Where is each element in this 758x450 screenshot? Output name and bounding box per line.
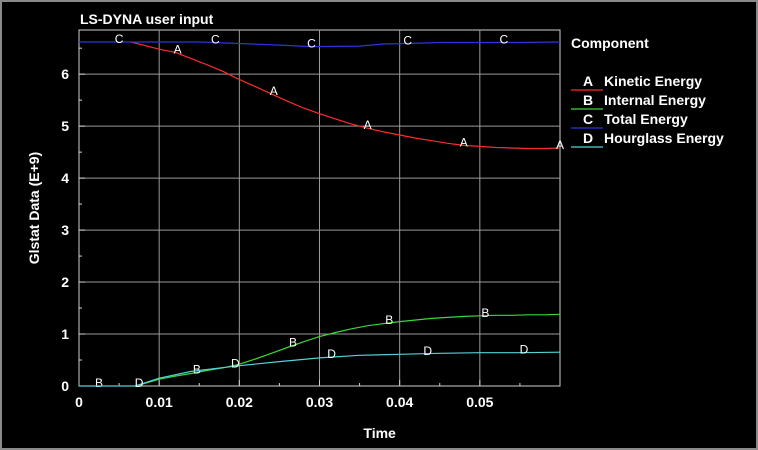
grid-lines (79, 30, 560, 386)
series-marker-label: A (556, 138, 564, 152)
legend-marker: B (583, 92, 593, 108)
series-marker-label: B (385, 313, 393, 327)
series-layer: A A A A A B B B B B C C C C C D D D D D (79, 32, 564, 390)
legend-entry: Kinetic Energy (604, 73, 702, 89)
series-line-c (79, 41, 561, 48)
x-axis-label: Time (363, 425, 396, 441)
y-tick-label: 5 (61, 118, 69, 134)
x-tick-label: 0.03 (306, 394, 333, 410)
series-marker-label: A (174, 42, 182, 56)
axis-ticks: 0 0.01 0.02 0.03 0.04 0.05 0 1 2 3 4 5 6 (61, 47, 521, 410)
y-tick-label: 1 (61, 326, 69, 342)
y-axis-label: Glstat Data (E+9) (26, 152, 42, 264)
y-tick-label: 4 (61, 170, 69, 186)
series-marker-label: D (135, 376, 144, 390)
series-marker-label: C (307, 37, 316, 51)
legend-entry: Hourglass Energy (604, 130, 724, 146)
series-marker-label: D (520, 343, 529, 357)
x-tick-label: 0.04 (386, 394, 413, 410)
series-marker-label: D (231, 356, 240, 370)
legend: A Kinetic Energy B Internal Energy C Total En… (571, 73, 724, 148)
y-tick-label: 2 (61, 274, 69, 290)
series-line-d (79, 351, 561, 387)
series-line-a (130, 41, 561, 150)
x-tick-label: 0.02 (226, 394, 253, 410)
x-tick-label: 0.05 (466, 394, 493, 410)
series-marker-label: C (500, 32, 509, 46)
series-marker-label: B (481, 306, 489, 320)
y-tick-label: 0 (61, 378, 69, 394)
legend-marker: C (583, 111, 593, 127)
series-marker-label: D (423, 344, 432, 358)
series-marker-label: C (115, 32, 124, 46)
series-marker-label: A (460, 135, 468, 149)
series-marker-label: B (289, 335, 297, 349)
legend-entry: Internal Energy (604, 92, 706, 108)
y-tick-label: 3 (61, 222, 69, 238)
series-marker-label: C (403, 34, 412, 48)
legend-entry: Total Energy (604, 111, 688, 127)
series-line-b (134, 313, 561, 387)
legend-marker: A (583, 73, 593, 89)
series-marker-label: A (364, 118, 372, 132)
legend-title: Component (571, 35, 649, 51)
series-marker-label: D (327, 347, 336, 361)
series-marker-label: A (270, 84, 278, 98)
y-tick-label: 6 (61, 66, 69, 82)
legend-marker: D (583, 130, 593, 146)
x-tick-label: 0 (75, 394, 83, 410)
x-tick-label: 0.01 (146, 394, 173, 410)
series-marker-label: C (211, 32, 220, 46)
series-marker-label: B (193, 362, 201, 376)
chart-title: LS-DYNA user input (80, 11, 214, 27)
series-marker-label: B (95, 376, 103, 390)
